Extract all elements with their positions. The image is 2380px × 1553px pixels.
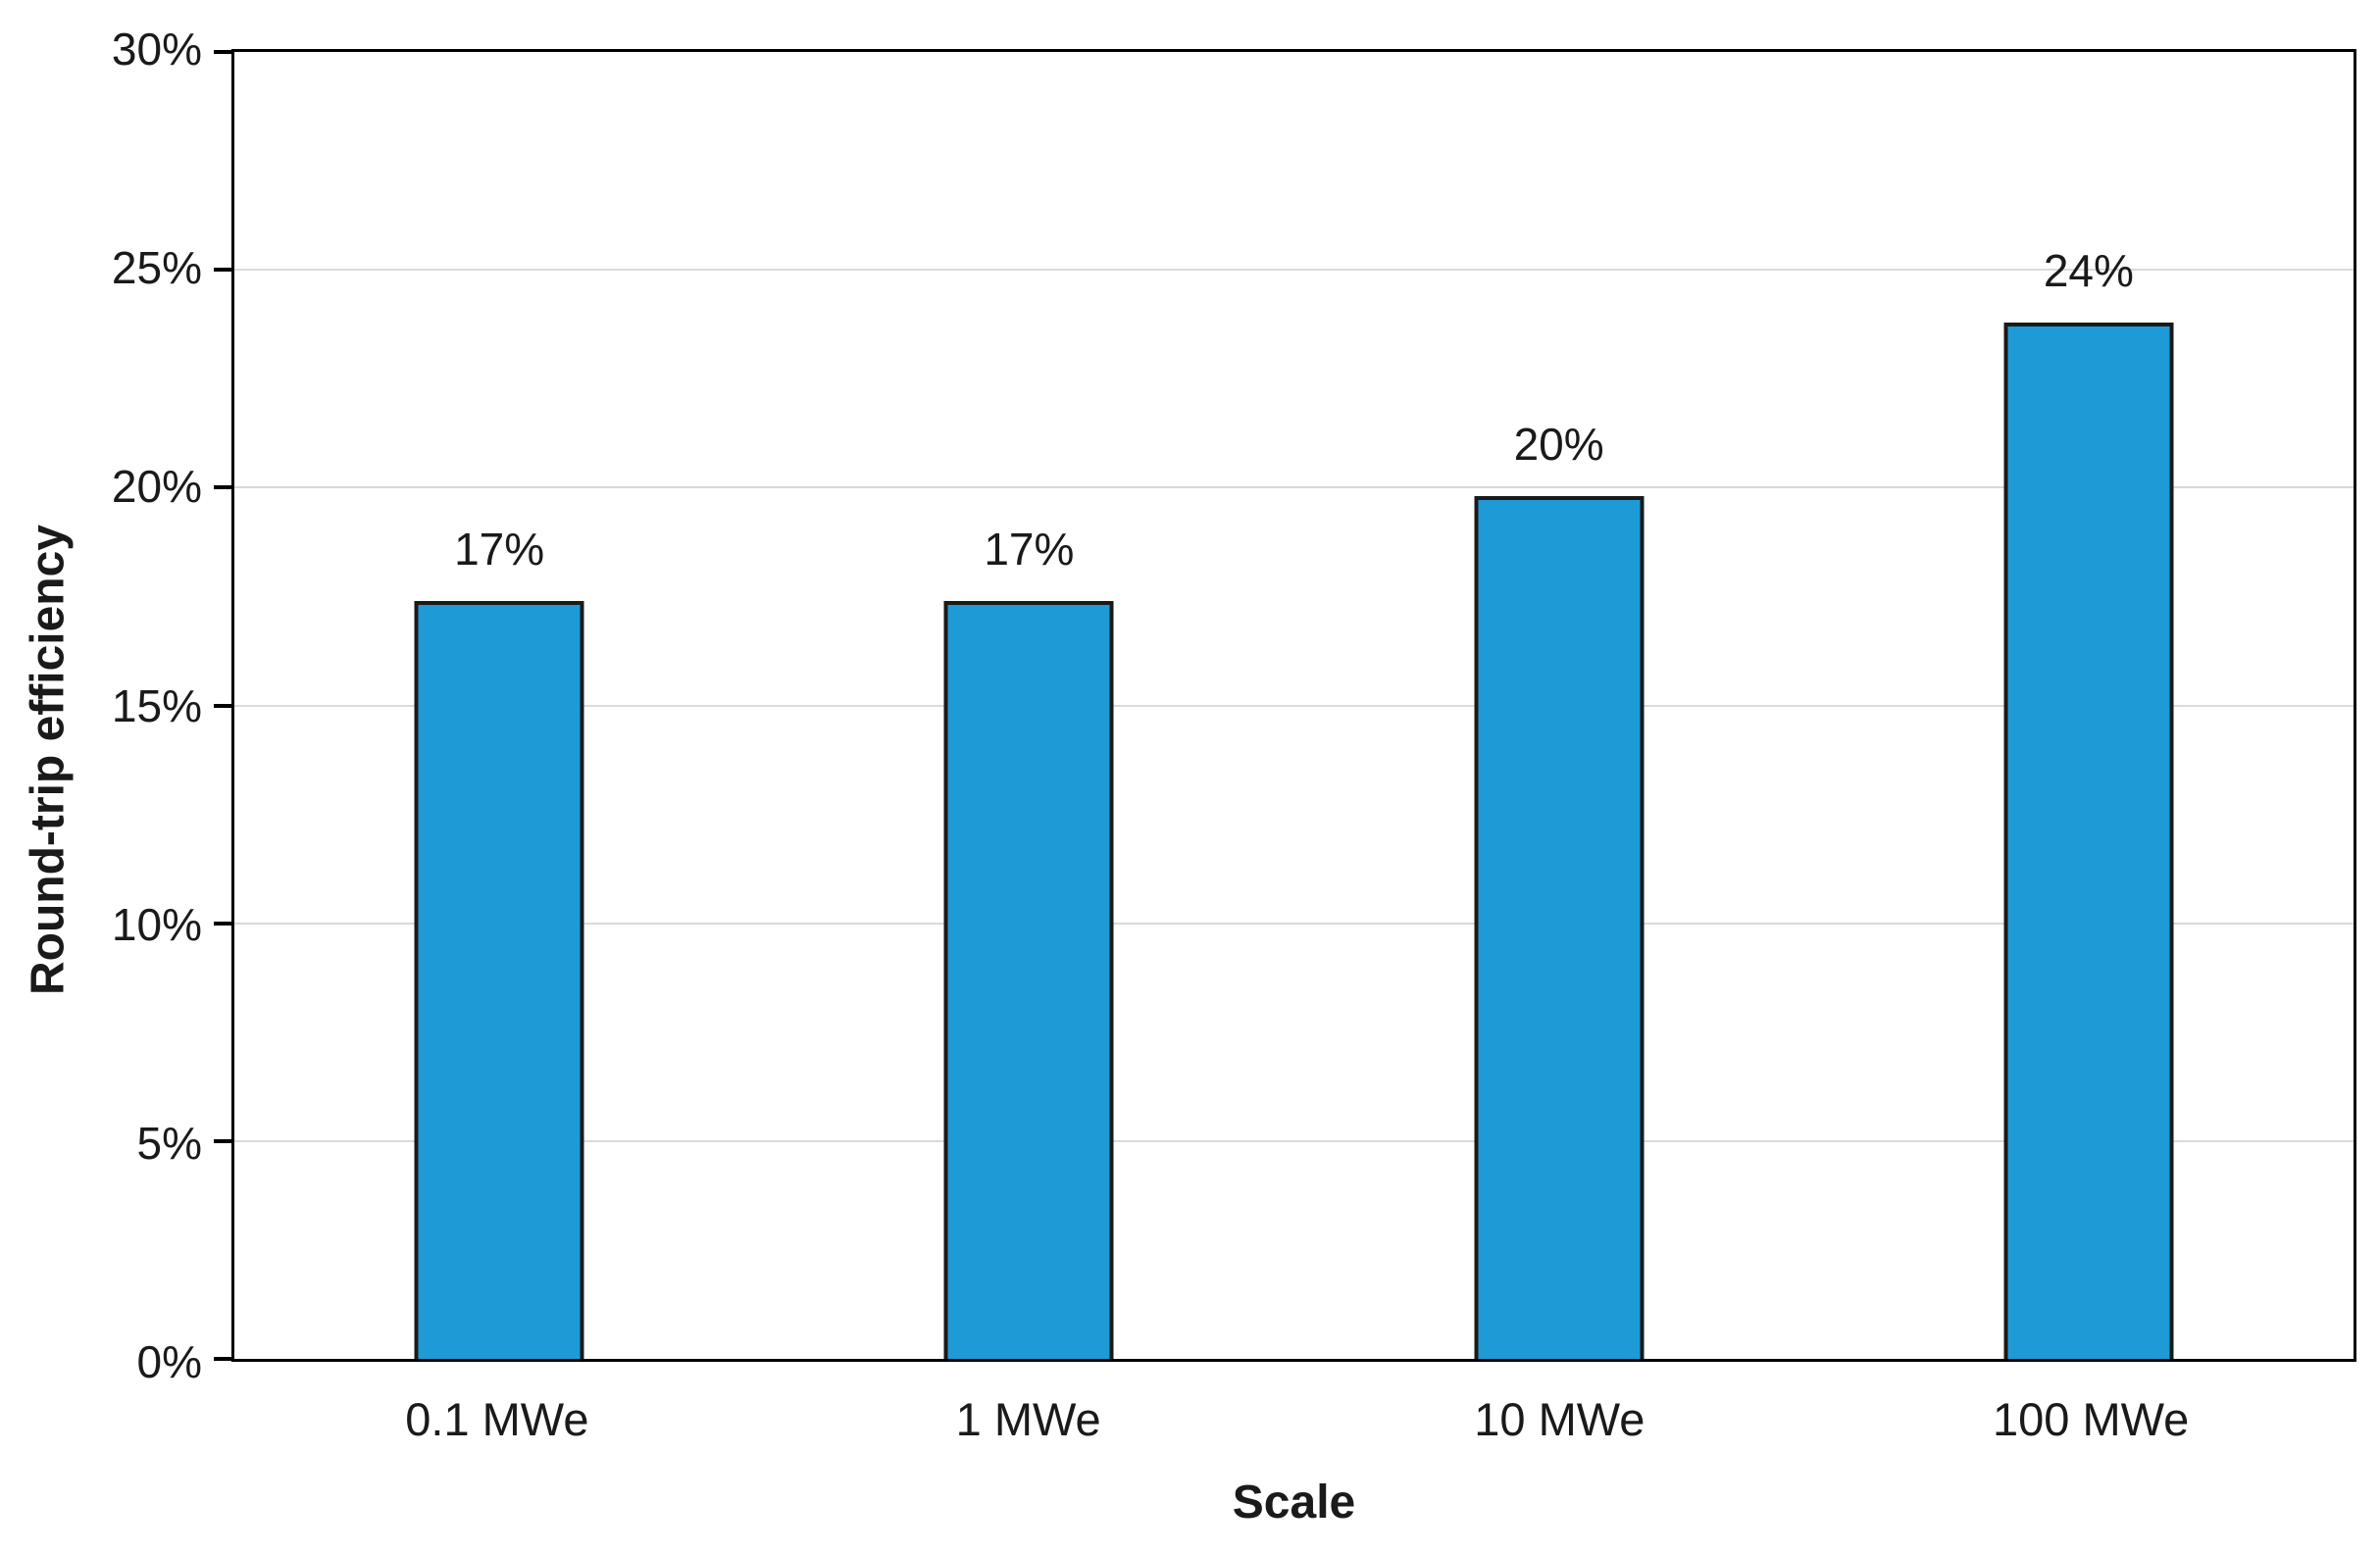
x-axis-labels: 0.1 MWe 1 MWe 10 MWe 100 MWe [231,1392,2356,1471]
gridline [234,486,2354,489]
x-tick-label: 10 MWe [1474,1393,1646,1445]
x-axis-title: Scale [1232,1477,1356,1528]
bar-value-label: 17% [454,523,545,575]
y-tick-label: 30% [111,24,202,75]
y-tick-label: 0% [136,1336,202,1387]
y-tick-mark [214,485,232,490]
bar-value-label: 17% [984,523,1075,575]
bar-value-label: 20% [1513,419,1604,471]
category-cell: 17% [234,52,764,1359]
y-tick-label: 25% [111,242,202,294]
gridline [234,704,2354,707]
bar [414,600,584,1359]
y-tick-mark [214,921,232,926]
bar [2003,322,2174,1359]
y-axis-labels: 0% 5% 10% 15% 20% 25% 30% [0,24,202,1387]
plot-area: 17% 17% 20% 24% [214,49,2356,1362]
bar-value-label: 24% [2043,244,2134,296]
y-tick-label: 5% [136,1117,202,1169]
category-cell: 17% [764,52,1293,1359]
x-tick-label: 0.1 MWe [405,1393,589,1445]
category-cell: 24% [1824,52,2354,1359]
gridline [234,1139,2354,1142]
y-tick-label: 10% [111,898,202,950]
gridline [234,269,2354,272]
y-tick-mark [214,1138,232,1143]
y-tick-label: 20% [111,461,202,513]
y-tick-mark [214,50,232,54]
gridline [234,922,2354,925]
y-tick-label: 15% [111,679,202,731]
x-tick-label: 1 MWe [955,1393,1101,1445]
y-tick-mark [214,268,232,273]
x-tick-label: 100 MWe [1992,1393,2190,1445]
bar [943,600,1114,1359]
y-tick-mark [214,1357,232,1361]
bar [1474,496,1645,1359]
y-tick-mark [214,703,232,708]
category-cell: 20% [1294,52,1824,1359]
